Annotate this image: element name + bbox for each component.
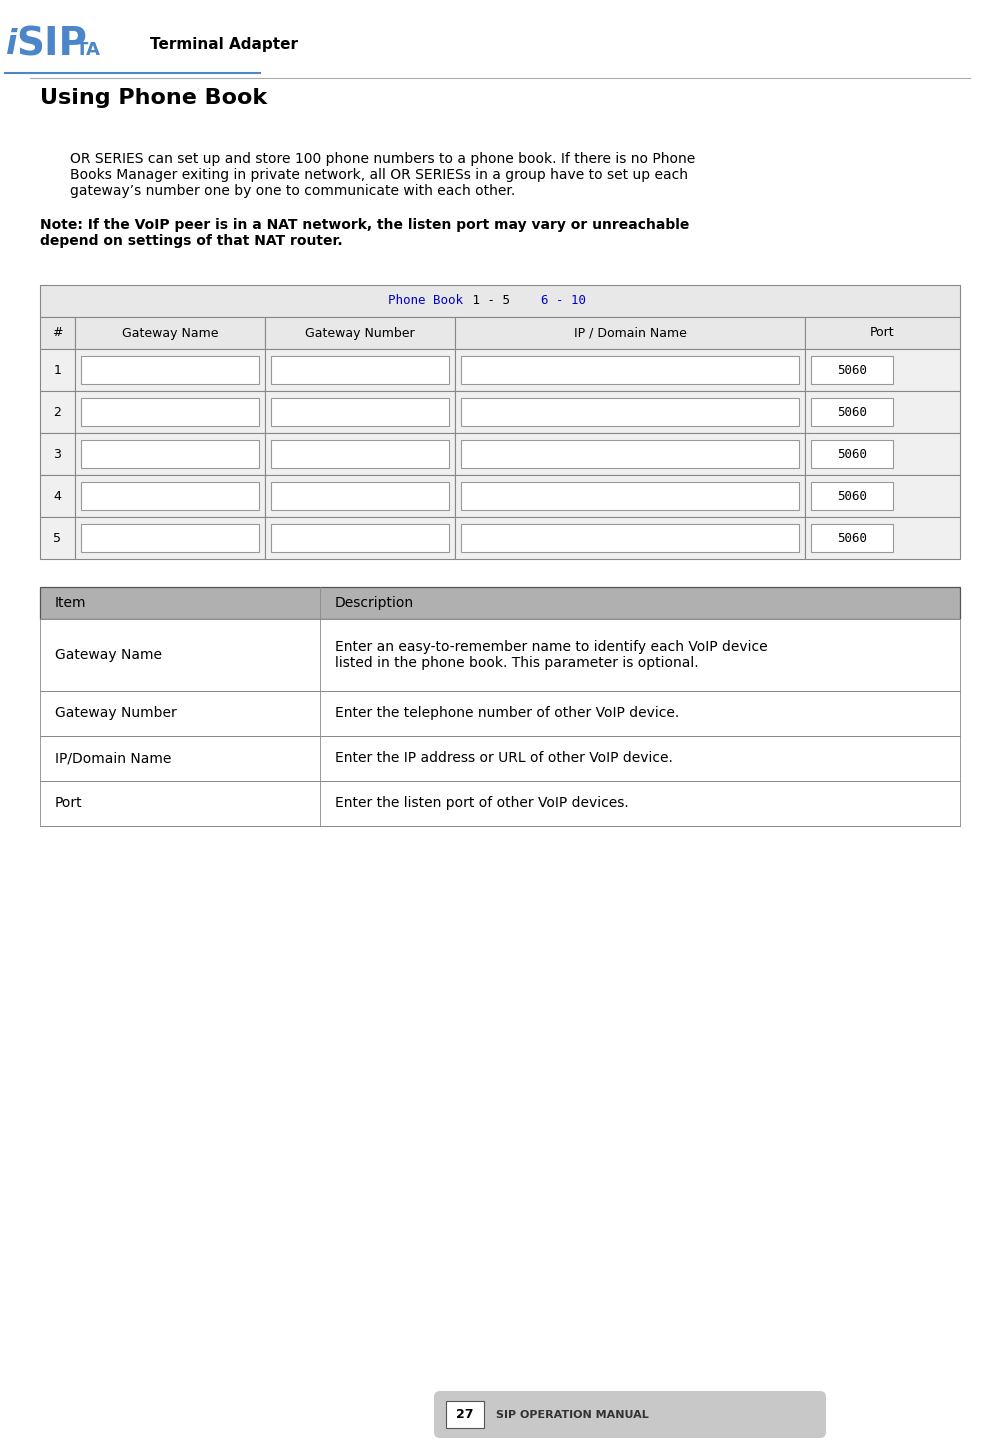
Text: 5060: 5060 bbox=[837, 490, 867, 503]
Bar bbox=[805, 434, 960, 476]
Text: OR SERIES can set up and store 100 phone numbers to a phone book. If there is no: OR SERIES can set up and store 100 phone… bbox=[70, 152, 696, 199]
Text: Enter the IP address or URL of other VoIP device.: Enter the IP address or URL of other VoI… bbox=[335, 751, 673, 766]
Bar bbox=[271, 439, 449, 468]
Bar bbox=[455, 518, 805, 560]
Bar bbox=[271, 523, 449, 552]
Bar bbox=[75, 318, 265, 349]
Bar bbox=[81, 481, 259, 510]
Text: Gateway Name: Gateway Name bbox=[122, 326, 218, 339]
Bar bbox=[811, 481, 893, 510]
Bar bbox=[811, 523, 893, 552]
Bar bbox=[455, 476, 805, 518]
Text: 2: 2 bbox=[54, 406, 61, 419]
Bar bbox=[271, 397, 449, 426]
Text: Gateway Number: Gateway Number bbox=[55, 706, 177, 721]
Bar bbox=[75, 349, 265, 392]
Text: Enter the telephone number of other VoIP device.: Enter the telephone number of other VoIP… bbox=[335, 706, 680, 721]
Text: 27: 27 bbox=[456, 1408, 473, 1421]
Bar bbox=[40, 587, 960, 619]
Text: Port: Port bbox=[55, 796, 83, 811]
Bar bbox=[265, 434, 455, 476]
Bar bbox=[75, 476, 265, 518]
Bar bbox=[265, 392, 455, 434]
Text: 5060: 5060 bbox=[837, 448, 867, 461]
Bar bbox=[271, 481, 449, 510]
Text: SIP: SIP bbox=[16, 26, 87, 64]
Bar bbox=[811, 357, 893, 384]
Bar bbox=[40, 286, 960, 318]
Text: 5: 5 bbox=[53, 532, 61, 545]
FancyBboxPatch shape bbox=[434, 1391, 826, 1438]
Bar bbox=[446, 1401, 484, 1428]
Bar bbox=[40, 619, 960, 692]
Bar bbox=[811, 439, 893, 468]
Bar bbox=[805, 392, 960, 434]
Bar bbox=[805, 476, 960, 518]
Bar bbox=[75, 518, 265, 560]
Text: Gateway Name: Gateway Name bbox=[55, 648, 162, 663]
Bar bbox=[40, 392, 75, 434]
Bar bbox=[805, 518, 960, 560]
Text: 1 - 5: 1 - 5 bbox=[465, 294, 511, 307]
Bar bbox=[40, 318, 75, 349]
Bar bbox=[461, 481, 799, 510]
Text: i: i bbox=[6, 29, 18, 61]
Text: TA: TA bbox=[75, 41, 100, 59]
Bar bbox=[805, 349, 960, 392]
Text: Gateway Number: Gateway Number bbox=[305, 326, 414, 339]
Bar bbox=[81, 397, 259, 426]
Bar bbox=[40, 518, 75, 560]
Text: SIP OPERATION MANUAL: SIP OPERATION MANUAL bbox=[496, 1409, 649, 1420]
Text: #: # bbox=[52, 326, 63, 339]
Text: Terminal Adapter: Terminal Adapter bbox=[150, 38, 298, 52]
Bar bbox=[461, 523, 799, 552]
Bar bbox=[40, 434, 75, 476]
Bar bbox=[265, 476, 455, 518]
Bar bbox=[455, 318, 805, 349]
Text: Phone Book: Phone Book bbox=[388, 294, 463, 307]
Bar bbox=[455, 392, 805, 434]
Bar bbox=[265, 518, 455, 560]
Text: IP / Domain Name: IP / Domain Name bbox=[574, 326, 687, 339]
Text: IP/Domain Name: IP/Domain Name bbox=[55, 751, 171, 766]
Text: Enter an easy-to-remember name to identify each VoIP device
listed in the phone : Enter an easy-to-remember name to identi… bbox=[335, 639, 768, 670]
Bar bbox=[40, 476, 75, 518]
Bar bbox=[805, 318, 960, 349]
Text: 5060: 5060 bbox=[837, 406, 867, 419]
Bar bbox=[455, 349, 805, 392]
Bar bbox=[75, 434, 265, 476]
Bar bbox=[265, 349, 455, 392]
Bar bbox=[40, 692, 960, 737]
Bar bbox=[265, 318, 455, 349]
Text: 3: 3 bbox=[54, 448, 61, 461]
Bar bbox=[455, 434, 805, 476]
Bar bbox=[461, 397, 799, 426]
Text: 5060: 5060 bbox=[837, 364, 867, 377]
Bar bbox=[81, 523, 259, 552]
Bar bbox=[271, 357, 449, 384]
Text: 1: 1 bbox=[54, 364, 61, 377]
Bar bbox=[40, 737, 960, 782]
Text: Port: Port bbox=[870, 326, 895, 339]
Bar bbox=[461, 439, 799, 468]
Text: Description: Description bbox=[335, 596, 414, 610]
Bar bbox=[40, 782, 960, 826]
Bar bbox=[75, 392, 265, 434]
Bar bbox=[81, 357, 259, 384]
Text: Enter the listen port of other VoIP devices.: Enter the listen port of other VoIP devi… bbox=[335, 796, 629, 811]
Text: 4: 4 bbox=[54, 490, 61, 503]
Bar bbox=[81, 439, 259, 468]
Text: Using Phone Book: Using Phone Book bbox=[40, 88, 267, 107]
Bar bbox=[811, 397, 893, 426]
Text: 6 - 10: 6 - 10 bbox=[542, 294, 587, 307]
Text: Note: If the VoIP peer is in a NAT network, the listen port may vary or unreacha: Note: If the VoIP peer is in a NAT netwo… bbox=[40, 218, 690, 248]
Text: Item: Item bbox=[55, 596, 86, 610]
Bar bbox=[461, 357, 799, 384]
Text: 5060: 5060 bbox=[837, 532, 867, 545]
Bar bbox=[40, 349, 75, 392]
